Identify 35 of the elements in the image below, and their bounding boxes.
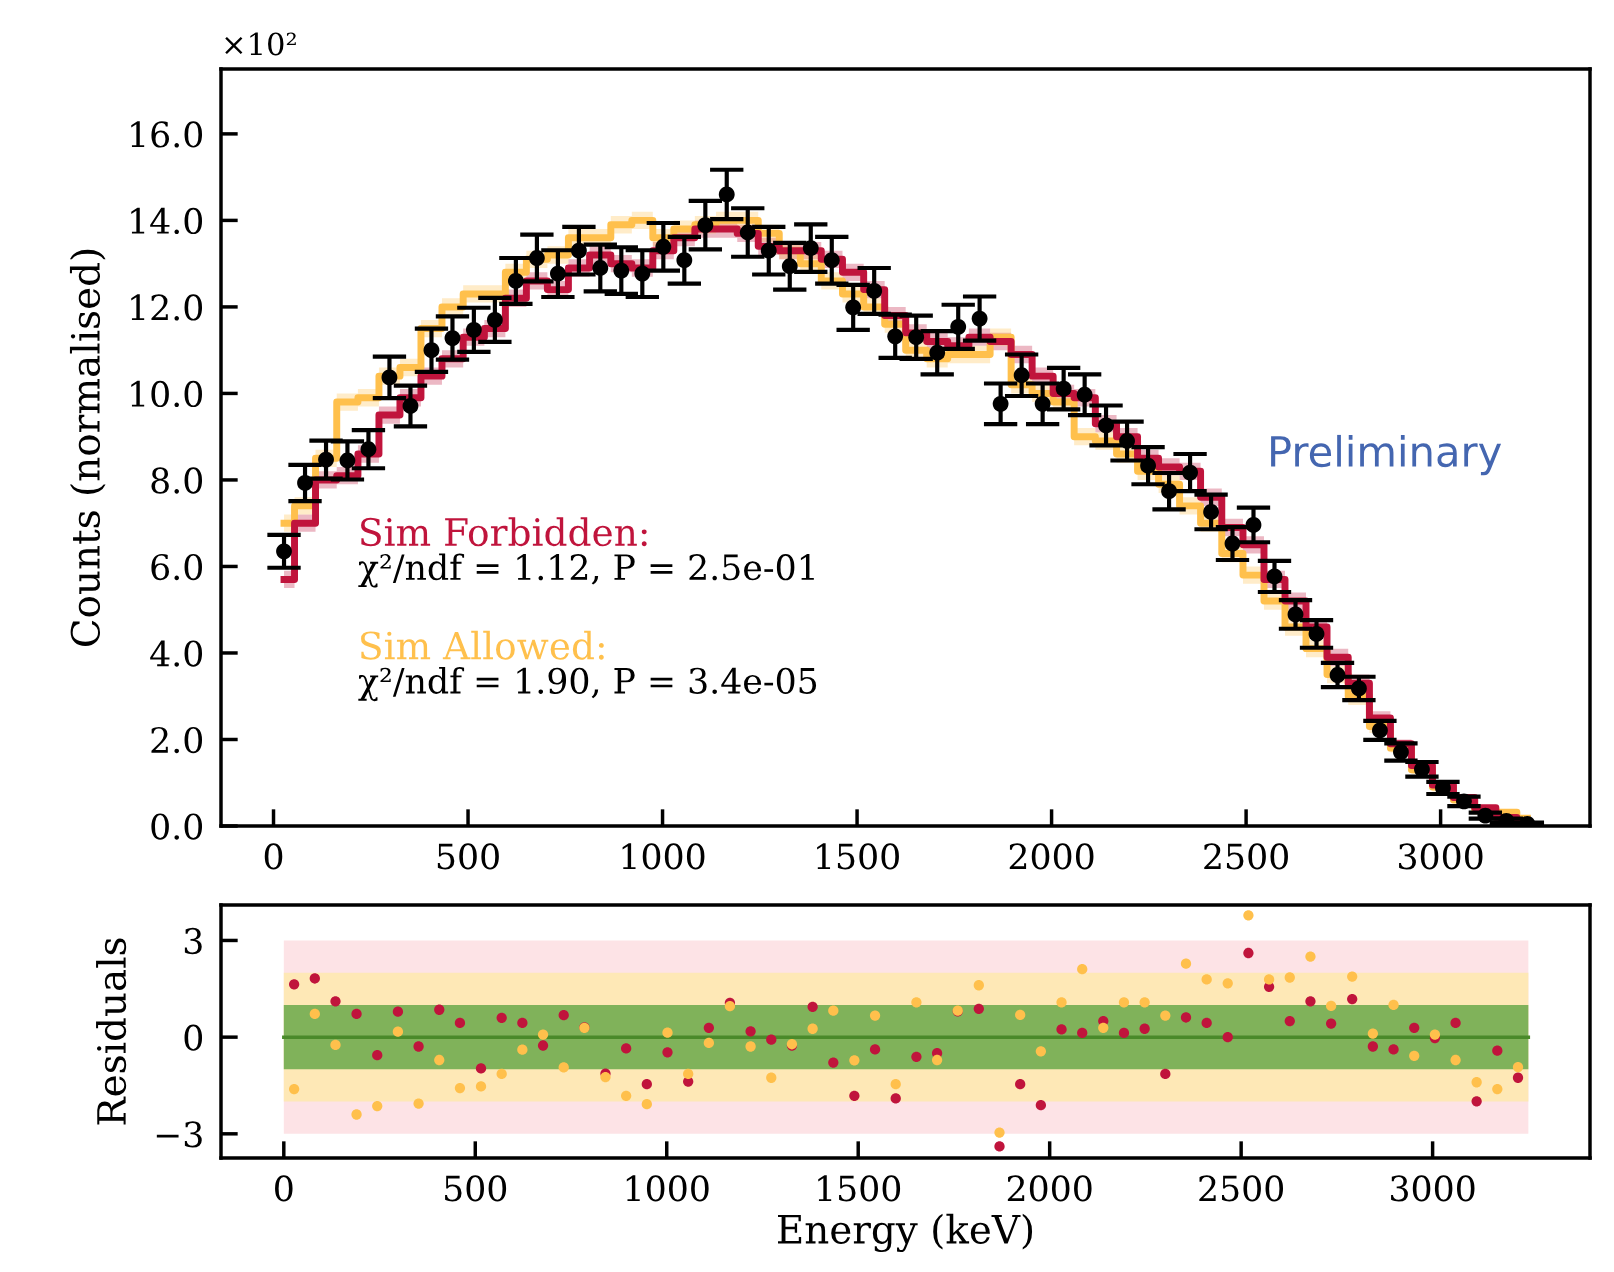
x-tick-label: 1500 [818,1175,901,1202]
y-axis-title: Residuals [96,938,127,1125]
y-tick-label: 8.0 [151,467,203,494]
series-label: Sim Forbidden: [361,517,647,547]
y-tick-label: 0 [184,1024,203,1051]
annotation: χ²/ndf = 1.12, P = 2.5e-01 [358,553,814,588]
x-tick-label: 3000 [1391,1175,1475,1202]
x-tick-label: 500 [445,1175,507,1202]
y-tick-label: 0.0 [151,813,203,840]
y-tick-label: 10.0 [131,380,203,408]
y-tick-label: 2.0 [151,726,203,754]
text: ×10² [225,32,296,56]
y-tick-label: 3 [184,927,202,955]
x-axis-title: Energy (keV) [778,1213,1033,1253]
x-tick-label: 0 [275,1175,293,1202]
y-tick-label: 16.0 [131,121,203,148]
y-tick-label: −3 [156,1121,202,1148]
x-tick-label: 1000 [626,1175,709,1202]
x-tick-label: 2500 [1204,843,1288,870]
x-tick-label: 0 [264,843,283,870]
x-tick-label: 500 [437,843,499,870]
x-tick-label: 1000 [622,843,705,870]
y-tick-label: 4.0 [150,640,203,667]
y-tick-label: 12.0 [131,294,203,321]
x-tick-label: 2000 [1007,1175,1092,1202]
y-tick-label: 14.0 [131,207,203,235]
text: Sim Allowed: [361,630,604,660]
x-tick-label: 1500 [817,843,899,870]
y-axis-title: Counts (normalised) [69,249,106,647]
x-tick-label: 2500 [1199,1175,1284,1202]
annotation: χ²/ndf = 1.90, P = 3.4e-05 [358,667,817,702]
y-tick-label: 6.0 [151,553,203,581]
x-tick-label: 3000 [1399,843,1483,870]
x-tick-label: 2000 [1009,843,1094,870]
annotation: Preliminary [1271,434,1502,476]
